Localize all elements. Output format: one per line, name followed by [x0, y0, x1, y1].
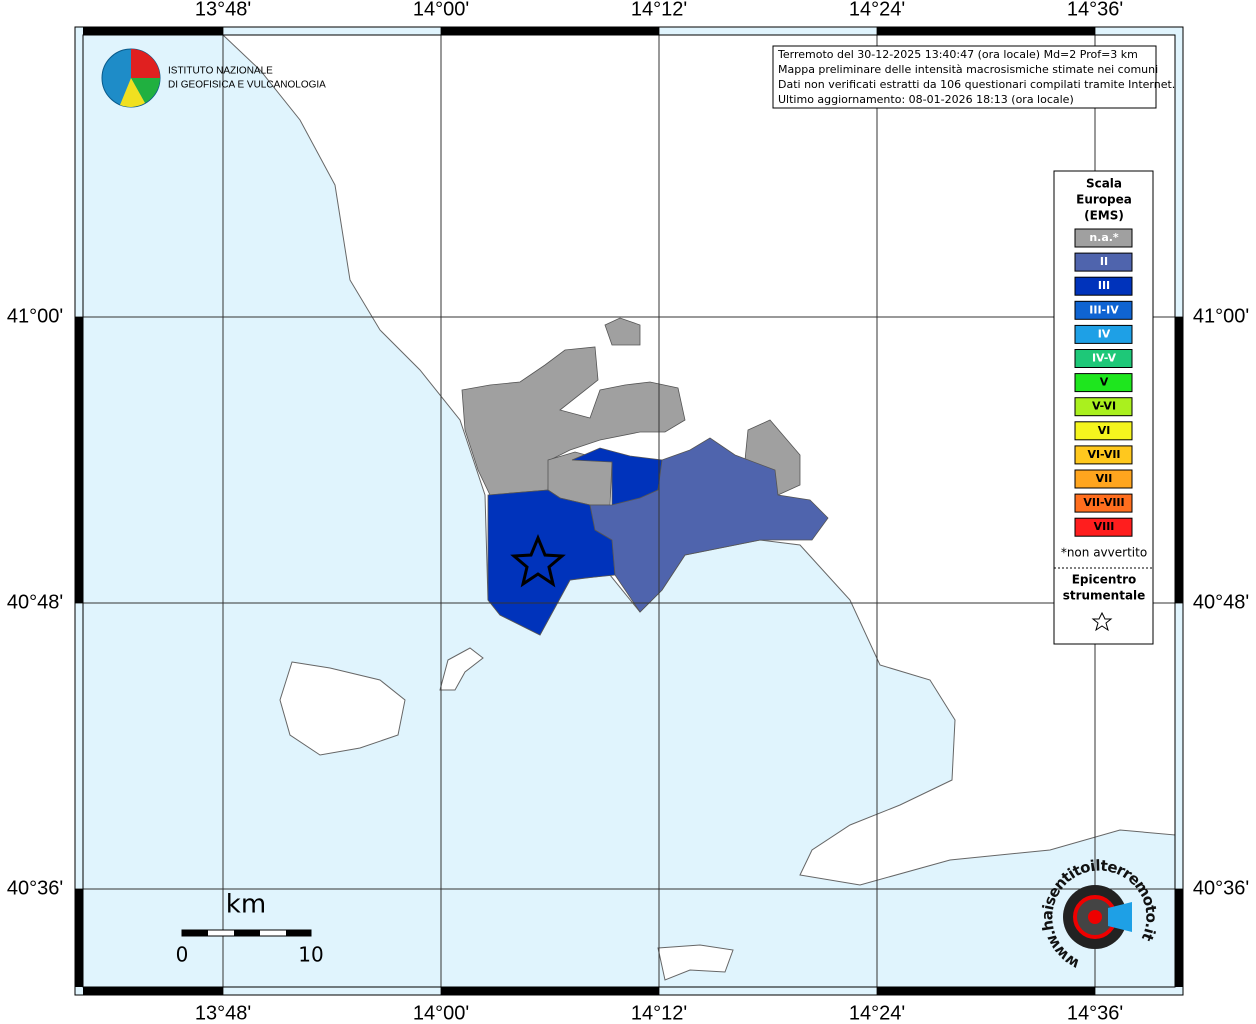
legend-swatch — [1074, 445, 1133, 465]
lon-label: 13°48' — [195, 0, 251, 20]
lat-label: 40°36' — [1193, 877, 1249, 899]
legend-label: IV-V — [1092, 352, 1117, 365]
lon-label: 14°12' — [631, 0, 687, 20]
legend-swatch — [1074, 252, 1133, 272]
frame-bar — [1175, 317, 1183, 603]
frame-bar — [83, 27, 223, 35]
legend-label: n.a.* — [1089, 231, 1119, 244]
frame-bar — [877, 27, 1095, 35]
legend-title: Europea — [1076, 193, 1132, 207]
legend-label: III — [1098, 279, 1110, 292]
lat-label: 40°36' — [7, 877, 63, 899]
frame-bar — [877, 987, 1095, 995]
scale-label: 0 — [176, 943, 189, 967]
lon-label: 14°36' — [1067, 0, 1123, 20]
legend-label: VIII — [1094, 520, 1115, 533]
lon-label: 14°24' — [849, 1002, 905, 1024]
legend-label: V — [1100, 376, 1109, 389]
info-line: Dati non verificati estratti da 106 ques… — [778, 78, 1175, 91]
legend-swatch — [1074, 397, 1133, 417]
legend-title: (EMS) — [1084, 209, 1124, 223]
legend-label: VII-VIII — [1083, 496, 1124, 509]
island-ischia — [279, 661, 406, 756]
lon-label: 14°00' — [413, 1002, 469, 1024]
lon-label: 14°00' — [413, 0, 469, 20]
legend-label: VII — [1096, 472, 1113, 485]
logo-line: ISTITUTO NAZIONALE — [168, 66, 273, 77]
scale-bar — [286, 930, 311, 936]
legend-label: VI-VII — [1087, 448, 1120, 461]
legend-swatch — [1074, 324, 1133, 344]
frame-bar — [75, 317, 83, 603]
lat-label: 40°48' — [1193, 591, 1249, 613]
legend-note: *non avvertito — [1061, 546, 1147, 560]
scale-label: 10 — [298, 943, 323, 967]
scale-bar — [182, 930, 208, 936]
frame-bar — [83, 987, 223, 995]
lon-label: 14°36' — [1067, 1002, 1123, 1024]
lat-label: 41°00' — [7, 305, 63, 327]
legend-label: III-IV — [1089, 303, 1119, 316]
scale-unit: km — [226, 890, 266, 920]
lon-label: 14°12' — [631, 1002, 687, 1024]
epicenter-star — [510, 534, 566, 588]
info-line: Ultimo aggiornamento: 08-01-2026 18:13 (… — [778, 93, 1074, 106]
ingv-logo: ISTITUTO NAZIONALE DI GEOFISICA E VULCAN… — [101, 48, 326, 108]
lon-label: 14°24' — [849, 0, 905, 20]
logo-line: DI GEOFISICA E VULCANOLOGIA — [168, 80, 326, 91]
legend-label: VI — [1098, 424, 1111, 437]
legend-swatch — [1074, 517, 1133, 537]
legend-label: II — [1100, 255, 1108, 268]
info-line: Mappa preliminare delle intensità macros… — [778, 63, 1158, 76]
frame-bar — [75, 889, 83, 987]
info-line: Terremoto del 30-12-2025 13:40:47 (ora l… — [777, 48, 1138, 61]
region — [589, 437, 829, 613]
legend-swatch — [1074, 421, 1133, 441]
frame-bar — [1175, 889, 1183, 987]
legend-swatch — [1074, 300, 1133, 320]
legend-epicenter: strumentale — [1063, 589, 1146, 603]
legend-swatch — [1074, 349, 1133, 368]
legend-swatch — [1074, 469, 1133, 489]
island-capri — [657, 944, 734, 981]
legend-swatch — [1074, 373, 1133, 393]
lat-label: 41°00' — [1193, 305, 1249, 327]
frame-bar — [441, 27, 659, 35]
region — [604, 317, 641, 346]
legend-epicenter: Epicentro — [1072, 573, 1137, 587]
legend-star — [1091, 611, 1113, 632]
lat-label: 40°48' — [7, 591, 63, 613]
legend-label: IV — [1098, 327, 1111, 340]
info-box — [772, 45, 1157, 109]
legend-swatch — [1074, 228, 1133, 248]
lon-label: 13°48' — [195, 1002, 251, 1024]
legend-title: Scala — [1086, 177, 1122, 191]
frame-bar — [441, 987, 659, 995]
legend-label: V-VI — [1092, 400, 1116, 413]
legend-swatch — [1074, 276, 1133, 296]
scale-bar — [234, 930, 260, 936]
island-procida — [439, 647, 484, 691]
legend-swatch — [1074, 493, 1133, 513]
